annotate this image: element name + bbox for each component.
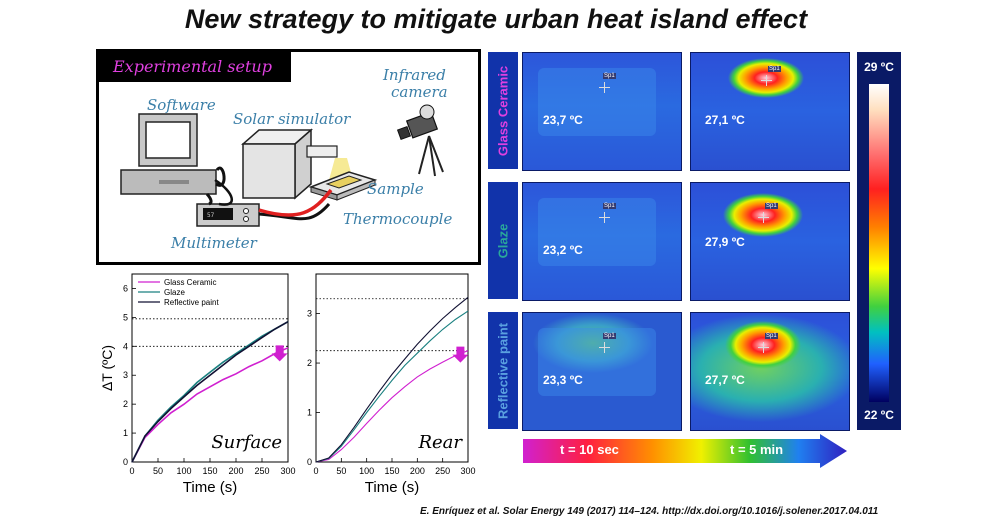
x-tick-label: 0 bbox=[129, 466, 134, 476]
legend-label: Glass Ceramic bbox=[164, 278, 216, 287]
y-tick-label: 6 bbox=[123, 283, 128, 293]
y-tick-label: 4 bbox=[123, 341, 128, 351]
x-axis-label: Time (s) bbox=[183, 479, 237, 496]
spot-label: Sp1 bbox=[603, 73, 616, 79]
start-temperature: 23,2 ºC bbox=[543, 243, 583, 257]
spot-label: Sp1 bbox=[765, 203, 778, 209]
time-arrow bbox=[523, 434, 847, 468]
y-tick-label: 3 bbox=[123, 370, 128, 380]
software-label: Software bbox=[147, 96, 216, 114]
setup-title: Experimental setup bbox=[99, 52, 291, 82]
row-label-text: Glaze bbox=[495, 223, 511, 258]
spot-label: Sp1 bbox=[768, 66, 781, 72]
page-title: New strategy to mitigate urban heat isla… bbox=[184, 4, 808, 34]
scale-min-label: 22 ºC bbox=[864, 408, 894, 422]
spot-label: Sp1 bbox=[603, 203, 616, 209]
infrared-camera-icon bbox=[396, 104, 444, 177]
color-scale-bar bbox=[869, 84, 889, 402]
x-tick-label: 250 bbox=[435, 466, 450, 476]
x-tick-label: 100 bbox=[359, 466, 374, 476]
row-label-text: Reflective paint bbox=[495, 322, 511, 419]
setup-illustration: 57 bbox=[120, 104, 444, 227]
chart-frame-1 bbox=[315, 273, 469, 463]
x-tick-label: 150 bbox=[384, 466, 399, 476]
color-scale: 29 ºC 22 ºC bbox=[857, 52, 901, 430]
thermal-image-end: Sp1 27,7 ºC bbox=[690, 312, 850, 431]
multimeter-label: Multimeter bbox=[171, 234, 257, 252]
series-line-2 bbox=[131, 321, 289, 463]
x-tick-label: 250 bbox=[254, 466, 269, 476]
time-end-label: t = 5 min bbox=[730, 442, 784, 457]
x-tick-label: 100 bbox=[176, 466, 191, 476]
solar-simulator-label: Solar simulator bbox=[233, 110, 351, 128]
crosshair-icon bbox=[599, 342, 610, 353]
legend-label: Reflective paint bbox=[164, 298, 219, 307]
scale-max-label: 29 ºC bbox=[864, 60, 894, 74]
crosshair-icon bbox=[758, 212, 769, 223]
thermal-image-start: Sp1 23,2 ºC bbox=[522, 182, 682, 301]
y-tick-label: 3 bbox=[307, 309, 312, 319]
infrared-camera-label-line2: camera bbox=[391, 83, 448, 101]
thermal-image-end: Sp1 27,9 ºC bbox=[690, 182, 850, 301]
crosshair-icon bbox=[599, 212, 610, 223]
time-start-label: t = 10 sec bbox=[560, 442, 619, 457]
x-tick-label: 300 bbox=[460, 466, 475, 476]
citation: E. Enríquez et al. Solar Energy 149 (201… bbox=[420, 506, 879, 517]
x-tick-label: 50 bbox=[336, 466, 346, 476]
y-tick-label: 0 bbox=[307, 457, 312, 467]
row-label-1: Glaze bbox=[488, 182, 518, 299]
chart-annotation: Rear bbox=[417, 432, 463, 453]
x-tick-label: 300 bbox=[280, 466, 295, 476]
y-tick-label: 5 bbox=[123, 312, 128, 322]
x-tick-label: 150 bbox=[202, 466, 217, 476]
down-arrow-icon bbox=[271, 345, 288, 362]
svg-text:57: 57 bbox=[207, 212, 215, 219]
solar-simulator-icon bbox=[241, 128, 353, 200]
y-tick-label: 1 bbox=[123, 428, 128, 438]
end-temperature: 27,9 ºC bbox=[705, 235, 745, 249]
y-tick-label: 0 bbox=[123, 457, 128, 467]
row-label-2: Reflective paint bbox=[488, 312, 518, 429]
y-tick-label: 2 bbox=[123, 399, 128, 409]
y-tick-label: 2 bbox=[307, 358, 312, 368]
end-temperature: 27,7 ºC bbox=[705, 373, 745, 387]
down-arrow-icon bbox=[452, 346, 469, 363]
x-tick-label: 200 bbox=[228, 466, 243, 476]
y-tick-label: 1 bbox=[307, 408, 312, 418]
crosshair-icon bbox=[761, 75, 772, 86]
row-label-text: Glass Ceramic bbox=[495, 65, 511, 156]
crosshair-icon bbox=[758, 342, 769, 353]
series-line-1 bbox=[131, 321, 289, 463]
series-line-0 bbox=[315, 350, 469, 463]
row-label-0: Glass Ceramic bbox=[488, 52, 518, 169]
series-line-1 bbox=[315, 310, 469, 463]
spot-label: Sp1 bbox=[603, 333, 616, 339]
series-line-0 bbox=[131, 347, 289, 463]
spot-label: Sp1 bbox=[765, 333, 778, 339]
x-tick-label: 200 bbox=[410, 466, 425, 476]
sample-label: Sample bbox=[367, 180, 424, 198]
thermocouple-label: Thermocouple bbox=[343, 210, 453, 228]
end-temperature: 27,1 ºC bbox=[705, 113, 745, 127]
x-tick-label: 0 bbox=[313, 466, 318, 476]
series-line-2 bbox=[315, 296, 469, 463]
multimeter-icon: 57 bbox=[196, 203, 260, 227]
x-tick-label: 50 bbox=[153, 466, 163, 476]
sample-icon bbox=[308, 171, 378, 201]
infrared-camera-label-line1: Infrared bbox=[383, 66, 446, 84]
computer-icon bbox=[120, 113, 217, 195]
thermal-image-start: Sp1 23,3 ºC bbox=[522, 312, 682, 431]
x-axis-label: Time (s) bbox=[365, 479, 419, 496]
thermal-image-start: Sp1 23,7 ºC bbox=[522, 52, 682, 171]
crosshair-icon bbox=[599, 82, 610, 93]
chart-annotation: Surface bbox=[211, 432, 282, 453]
thermal-image-end: Sp1 27,1 ºC bbox=[690, 52, 850, 171]
legend-label: Glaze bbox=[164, 288, 185, 297]
experimental-setup-panel: Experimental setup bbox=[96, 49, 481, 265]
start-temperature: 23,3 ºC bbox=[543, 373, 583, 387]
start-temperature: 23,7 ºC bbox=[543, 113, 583, 127]
y-axis-label: ΔT (ºC) bbox=[99, 345, 115, 391]
chart-frame-0 bbox=[131, 273, 289, 463]
